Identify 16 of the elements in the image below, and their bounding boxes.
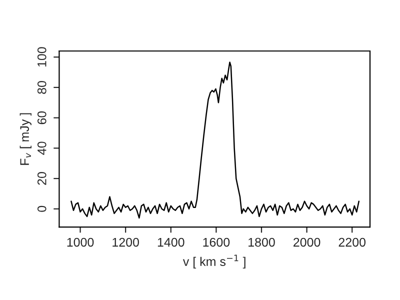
y-tick-label: 80	[37, 80, 46, 94]
x-axis-title: v [ km s$^{−1}$ ]	[182, 254, 246, 268]
y-tick-label: 60	[37, 111, 46, 124]
x-tick-label: 1600	[203, 238, 230, 247]
x-tick-label: 2200	[338, 238, 366, 247]
x-tick-label: 1000	[67, 238, 94, 247]
y-tick-label: 100	[37, 47, 46, 67]
line-series	[70, 62, 360, 219]
x-tick-label: 2000	[294, 238, 320, 247]
x-tick-label: 1400	[158, 238, 184, 247]
x-tick-label: 1800	[248, 238, 275, 247]
y-tick-label: 40	[37, 142, 46, 155]
y-tick-label: 20	[37, 172, 46, 185]
y-axis-title: F$_{v}$ [ mJy ]	[20, 113, 32, 165]
x-tick-label: 1200	[112, 238, 139, 247]
y-tick-label: 0	[37, 206, 46, 212]
